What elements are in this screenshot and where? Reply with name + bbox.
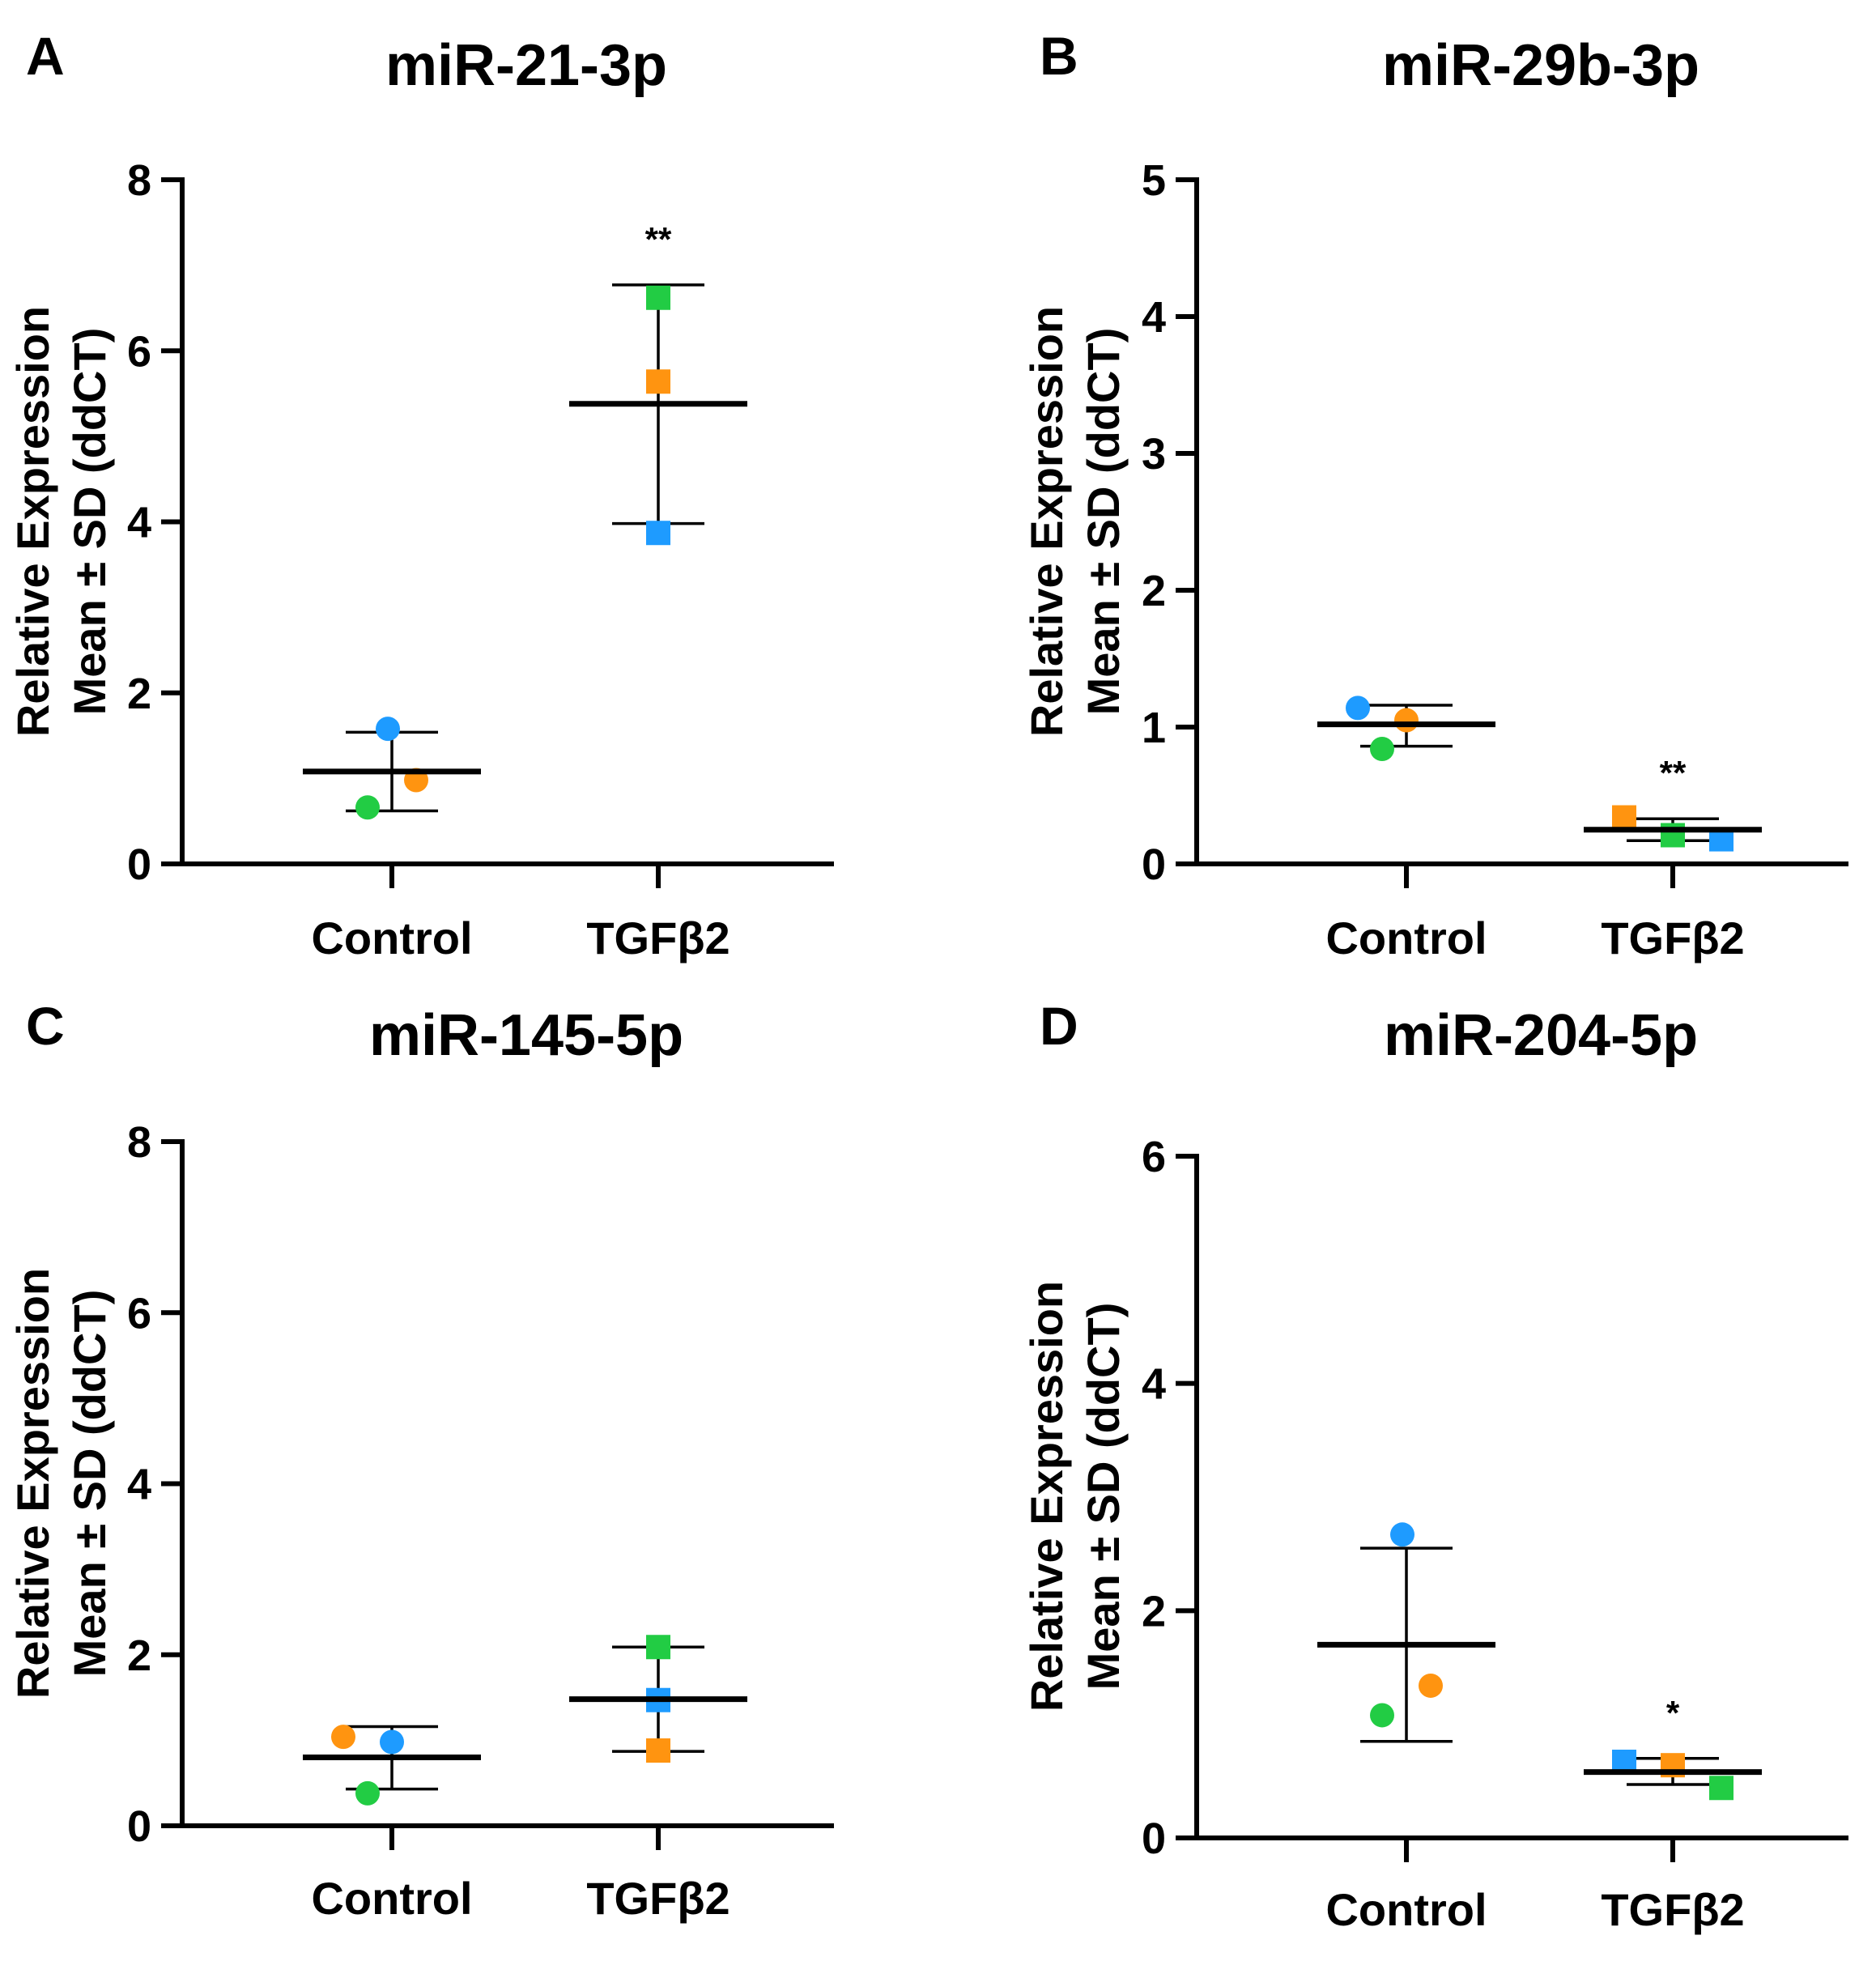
y-axis-label: Mean ± SD (ddCT) — [1078, 1303, 1129, 1691]
y-tick-label: 0 — [1142, 1814, 1166, 1863]
group-control: Control — [303, 1725, 481, 1924]
panel-letter: D — [1040, 996, 1078, 1056]
x-tick-label: Control — [311, 912, 472, 963]
chart-title: miR-21-3p — [385, 33, 667, 98]
data-point — [646, 369, 670, 394]
y-tick-label: 2 — [1142, 1587, 1166, 1636]
y-tick-label: 6 — [127, 327, 151, 376]
panel-letter: C — [26, 996, 65, 1056]
chart-title: miR-29b-3p — [1382, 33, 1699, 98]
y-tick-label: 0 — [127, 1802, 151, 1851]
y-axis-label: Mean ± SD (ddCT) — [64, 328, 115, 716]
significance-marker: * — [1666, 1694, 1680, 1732]
y-axis-label: Relative Expression — [7, 1268, 58, 1699]
y-tick-label: 2 — [127, 1631, 151, 1680]
x-tick-label: TGFβ2 — [1601, 1884, 1744, 1935]
y-tick-label: 1 — [1142, 704, 1166, 752]
data-point — [355, 1780, 380, 1806]
data-point — [1419, 1673, 1443, 1698]
y-axis-label: Relative Expression — [1021, 306, 1072, 737]
panel-letter: B — [1040, 26, 1078, 86]
y-axis-label: Relative Expression — [1021, 1281, 1072, 1712]
y-axis-label: Mean ± SD (ddCT) — [1078, 328, 1129, 716]
group-tgfb2: TGFβ2 ** — [1584, 754, 1762, 963]
y-tick-label: 4 — [1142, 1360, 1166, 1409]
y-tick-label: 2 — [127, 670, 151, 718]
group-tgfb2: TGFβ2 — [569, 1635, 747, 1924]
data-point — [1390, 1522, 1414, 1547]
y-axis-label: Relative Expression — [7, 306, 58, 737]
data-point — [376, 717, 400, 742]
data-point — [646, 1635, 670, 1660]
significance-marker: ** — [1660, 754, 1687, 792]
data-point — [1394, 708, 1419, 733]
y-tick-label: 8 — [127, 1118, 151, 1167]
x-tick-label: TGFβ2 — [586, 1873, 730, 1924]
data-point — [1370, 1703, 1394, 1728]
chart-title: miR-204-5p — [1384, 1003, 1698, 1068]
y-tick-label: 4 — [127, 499, 151, 547]
data-point — [1346, 695, 1370, 721]
y-tick-label: 4 — [127, 1461, 151, 1509]
panel-letter: A — [26, 26, 65, 86]
x-tick-label: TGFβ2 — [586, 912, 730, 963]
data-point — [331, 1725, 355, 1750]
data-point — [1612, 805, 1636, 830]
chart-title: miR-145-5p — [369, 1003, 683, 1068]
group-tgfb2: TGFβ2 * — [1584, 1694, 1762, 1935]
group-control: Control — [303, 717, 481, 963]
x-tick-label: Control — [1325, 912, 1487, 963]
y-tick-label: 4 — [1142, 293, 1166, 342]
y-tick-label: 3 — [1142, 430, 1166, 479]
significance-marker: ** — [645, 220, 672, 258]
y-tick-label: 5 — [1142, 156, 1166, 205]
data-point — [355, 795, 380, 820]
group-control: Control — [1317, 1522, 1495, 1935]
data-point — [1661, 823, 1685, 848]
data-point — [646, 285, 670, 310]
y-tick-label: 2 — [1142, 567, 1166, 615]
y-tick-label: 6 — [127, 1289, 151, 1338]
data-point — [380, 1729, 404, 1755]
y-tick-label: 6 — [1142, 1133, 1166, 1181]
data-point — [1709, 1776, 1733, 1801]
y-tick-label: 8 — [127, 156, 151, 205]
data-point — [1370, 737, 1394, 762]
x-tick-label: TGFβ2 — [1601, 912, 1744, 963]
x-tick-label: Control — [1325, 1884, 1487, 1935]
y-tick-label: 0 — [127, 840, 151, 889]
y-tick-label: 0 — [1142, 840, 1166, 889]
group-control: Control — [1317, 695, 1495, 963]
y-axis-label: Mean ± SD (ddCT) — [64, 1290, 115, 1678]
x-tick-label: Control — [311, 1873, 472, 1924]
data-point — [646, 521, 670, 546]
group-tgfb2: TGFβ2 ** — [569, 220, 747, 963]
data-point — [646, 1738, 670, 1763]
